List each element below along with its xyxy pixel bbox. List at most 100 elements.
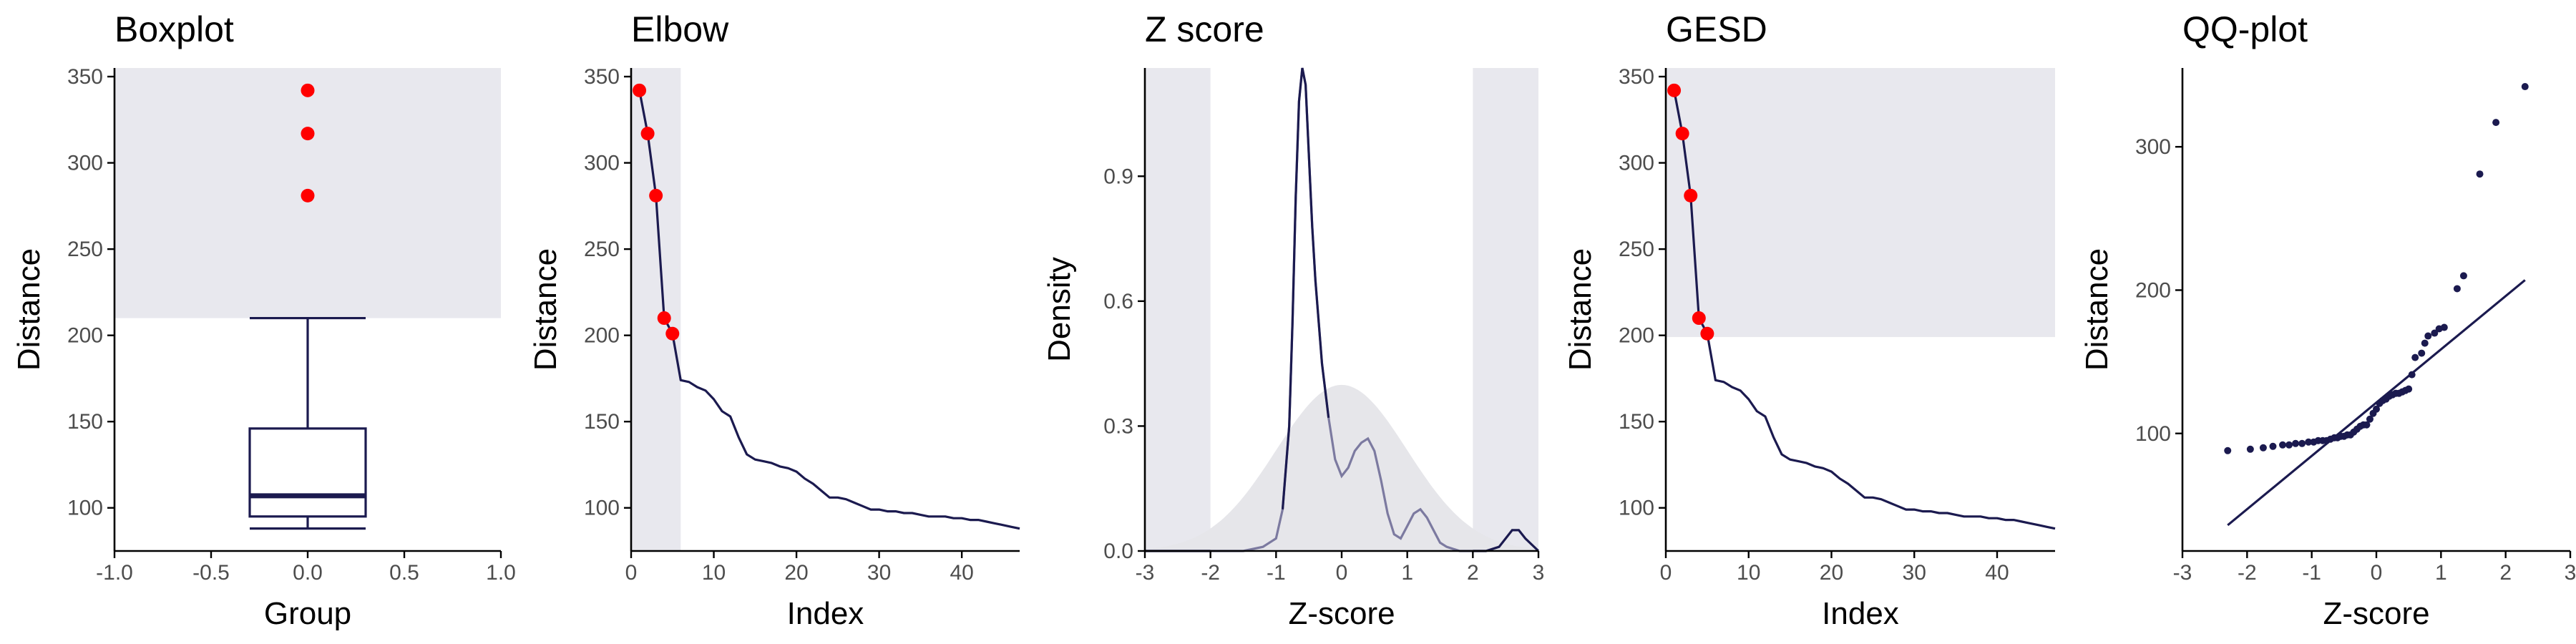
x-tick-label: 30 <box>1903 561 1926 585</box>
x-tick-label: 40 <box>950 561 973 585</box>
y-axis-label: Distance <box>11 248 47 371</box>
chart-title: QQ-plot <box>2182 9 2308 49</box>
y-tick-label: 200 <box>2135 278 2171 302</box>
x-tick-label: 2 <box>1467 561 1479 585</box>
qq-plot-panel: -3 -2 -1 0 1 2 3 100 200 300 QQ-plot Z-score Distanc… <box>2079 9 2576 631</box>
elbow-panel: 0 10 20 30 40 100 150 200 250 300 350 Elbow Index Dis… <box>528 9 1020 631</box>
zscore-panel: -3 -2 -1 0 1 2 3 0.0 0.3 0.6 0.9 Z score Z-score Dens… <box>1042 9 1544 631</box>
qq-point-46 <box>2453 285 2461 293</box>
y-tick-label: 0.0 <box>1103 540 1133 563</box>
qq-point-1 <box>2246 445 2254 453</box>
y-tick-label: 350 <box>1619 65 1654 89</box>
y-tick-label: 300 <box>1619 152 1654 175</box>
qq-point-45 <box>2440 323 2448 331</box>
outlier-point-1 <box>1675 127 1689 141</box>
y-tick-label: 100 <box>2135 422 2171 446</box>
x-tick-label: 1.0 <box>486 561 516 585</box>
x-tick-label: 3 <box>1533 561 1545 585</box>
x-axis-label: Index <box>1822 596 1899 631</box>
qq-point-5 <box>2285 441 2293 449</box>
qq-point-41 <box>2421 339 2429 347</box>
outlier-region-1 <box>1473 68 1538 551</box>
outlier-point-2 <box>301 188 315 203</box>
chart-title: GESD <box>1666 9 1767 49</box>
x-tick-label: 2 <box>2499 561 2512 585</box>
outlier-point-4 <box>665 326 680 341</box>
y-tick-label: 0.9 <box>1103 165 1133 188</box>
outlier-point-4 <box>1700 326 1714 341</box>
x-tick-label: -2 <box>2238 561 2257 585</box>
gesd-panel: 0 10 20 30 40 100 150 200 250 300 350 GESD Index Dist… <box>1563 9 2056 631</box>
y-tick-label: 350 <box>584 65 620 89</box>
chart-title: Boxplot <box>114 9 234 49</box>
qq-point-38 <box>2408 371 2416 379</box>
y-tick-label: 200 <box>1619 324 1654 348</box>
x-tick-label: 3 <box>2565 561 2576 585</box>
qq-point-47 <box>2459 272 2467 280</box>
qq-point-3 <box>2269 442 2277 450</box>
qq-point-4 <box>2279 441 2287 449</box>
qq-point-39 <box>2411 353 2419 361</box>
x-tick-label: -2 <box>1201 561 1220 585</box>
x-tick-label: 0 <box>1660 561 1672 585</box>
x-tick-label: -3 <box>2173 561 2192 585</box>
qq-point-8 <box>2305 438 2313 446</box>
x-tick-label: -0.5 <box>192 561 230 585</box>
outlier-point-3 <box>657 311 671 326</box>
outlier-point-0 <box>1667 83 1682 97</box>
outlier-point-1 <box>640 127 655 141</box>
outlier-point-0 <box>633 83 647 97</box>
outlier-point-3 <box>1692 311 1706 326</box>
chart-title: Z score <box>1145 9 1264 49</box>
y-tick-label: 350 <box>67 65 103 89</box>
y-tick-label: 250 <box>1619 238 1654 261</box>
x-axis-label: Index <box>787 596 864 631</box>
x-tick-label: 30 <box>867 561 891 585</box>
x-tick-label: 20 <box>1820 561 1843 585</box>
y-tick-label: 0.6 <box>1103 290 1133 313</box>
box-iqr <box>248 427 367 518</box>
x-tick-label: 0 <box>625 561 638 585</box>
x-axis-label: Z-score <box>1288 596 1395 631</box>
outlier-region-0 <box>631 68 681 551</box>
qq-point-7 <box>2298 439 2306 447</box>
x-tick-label: 10 <box>1737 561 1760 585</box>
y-tick-label: 200 <box>67 324 103 348</box>
chart-title: Elbow <box>631 9 729 49</box>
qq-point-24 <box>2363 421 2371 429</box>
outlier-point-0 <box>301 83 315 97</box>
x-tick-label: 40 <box>1985 561 2009 585</box>
y-axis-label: Density <box>1042 257 1077 362</box>
qq-point-6 <box>2292 439 2300 447</box>
y-tick-label: 250 <box>584 238 620 261</box>
x-tick-label: -3 <box>1136 561 1155 585</box>
qq-point-40 <box>2418 349 2426 357</box>
qq-point-49 <box>2492 119 2500 127</box>
qq-point-37 <box>2405 385 2413 393</box>
y-tick-label: 300 <box>2135 135 2171 159</box>
x-tick-label: 0.0 <box>293 561 323 585</box>
outlier-point-1 <box>301 127 315 141</box>
x-tick-label: -1.0 <box>96 561 133 585</box>
qq-point-27 <box>2373 405 2380 413</box>
y-tick-label: 100 <box>584 497 620 520</box>
y-tick-label: 150 <box>67 410 103 434</box>
y-tick-label: 150 <box>1619 410 1654 434</box>
outlier-region-0 <box>1145 68 1211 551</box>
qq-point-25 <box>2366 415 2373 423</box>
y-axis-label: Distance <box>528 248 563 371</box>
distance-series-line <box>1673 90 2056 530</box>
qq-point-42 <box>2424 332 2432 340</box>
normal-density-area <box>1145 384 1538 551</box>
y-tick-label: 100 <box>1619 497 1654 520</box>
x-tick-label: 10 <box>702 561 726 585</box>
qq-point-2 <box>2259 444 2267 452</box>
x-tick-label: -1 <box>2302 561 2321 585</box>
y-axis-label: Distance <box>1563 248 1598 371</box>
y-tick-label: 0.3 <box>1103 414 1133 438</box>
x-axis-label: Z-score <box>2323 596 2429 631</box>
y-axis-label: Distance <box>2079 248 2114 371</box>
x-tick-label: 0 <box>1336 561 1348 585</box>
boxplot-panel: -1.0 -0.5 0.0 0.5 1.0 100 150 200 250 300 350 Boxpl… <box>11 9 516 631</box>
x-tick-label: 0.5 <box>389 561 419 585</box>
